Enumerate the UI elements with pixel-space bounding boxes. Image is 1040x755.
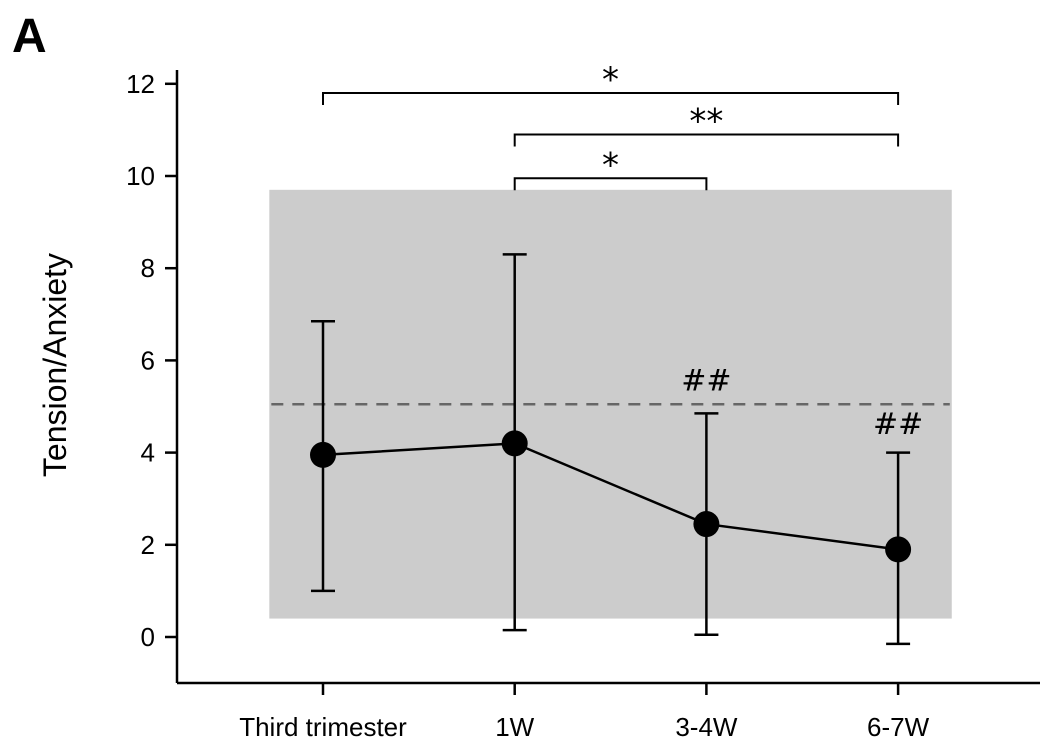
data-point	[693, 511, 720, 538]
significance-label: *	[602, 60, 619, 100]
y-tick-label: 8	[141, 253, 155, 283]
y-tick-label: 12	[126, 69, 155, 99]
significance-bracket	[513, 133, 900, 147]
data-point	[501, 430, 528, 457]
point-annotation: ##	[873, 407, 923, 442]
point-annotation: ##	[681, 363, 731, 398]
y-tick-label: 10	[126, 161, 155, 191]
x-tick-label: 3-4W	[675, 712, 738, 742]
y-tick-label: 2	[141, 530, 155, 560]
significance-label: *	[602, 145, 619, 185]
data-point	[885, 536, 912, 563]
panel-label: A	[12, 10, 47, 63]
x-tick-label: 1W	[495, 712, 534, 742]
y-tick-label: 4	[141, 438, 155, 468]
significance-bracket	[513, 177, 708, 191]
significance-bracket	[322, 92, 900, 106]
y-tick-label: 6	[141, 345, 155, 375]
y-axis-label: Tension/Anxiety	[37, 253, 73, 477]
series-line	[322, 442, 899, 551]
x-tick-label: Third trimester	[239, 712, 407, 742]
y-tick-label: 0	[141, 622, 155, 652]
data-point	[310, 441, 336, 468]
significance-label: **	[689, 102, 723, 142]
x-tick-label: 6-7W	[867, 712, 930, 742]
